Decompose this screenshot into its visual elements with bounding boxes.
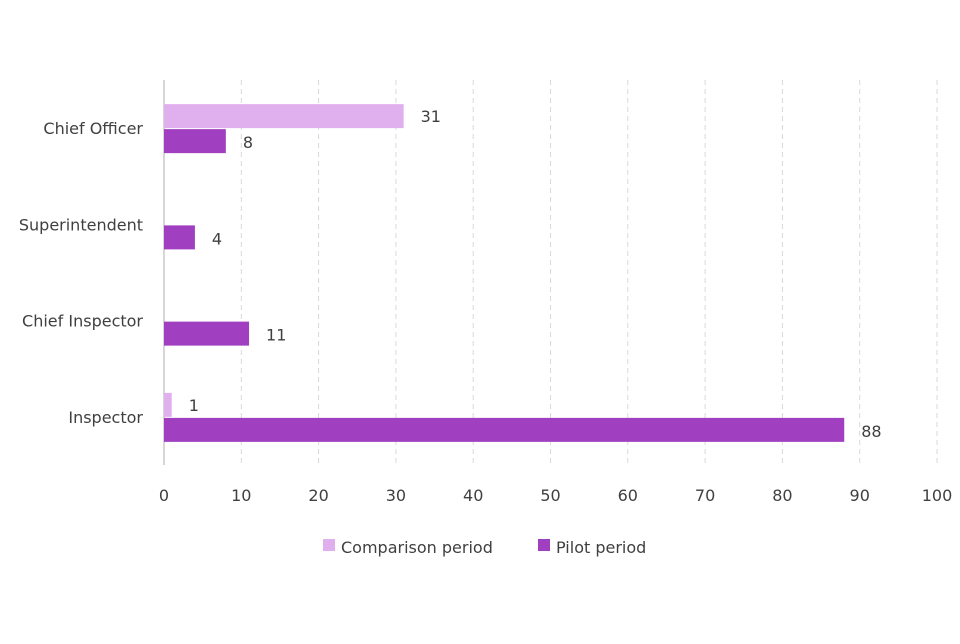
bar [164, 104, 404, 129]
legend-swatch [323, 539, 335, 551]
x-tick-label: 70 [695, 486, 715, 505]
legend-swatch [538, 539, 550, 551]
bar [164, 321, 250, 346]
legend: Comparison period Pilot period [323, 538, 646, 557]
category-label: Chief Inspector [22, 312, 143, 331]
data-label: 1 [189, 396, 199, 415]
x-tick-labels: 0 10 20 30 40 50 60 70 80 90 100 [159, 486, 952, 505]
bar [164, 225, 195, 250]
x-tick-label: 50 [540, 486, 560, 505]
bar [164, 392, 172, 417]
category-label: Chief Officer [43, 119, 143, 138]
x-tick-label: 40 [463, 486, 483, 505]
category-label: Inspector [68, 408, 143, 427]
x-tick-label: 80 [772, 486, 792, 505]
category-labels: Chief Officer Superintendent Chief Inspect… [19, 119, 144, 427]
category-label: Superintendent [19, 215, 143, 234]
x-tick-label: 20 [308, 486, 328, 505]
data-label: 88 [861, 422, 881, 441]
x-tick-label: 100 [922, 486, 953, 505]
x-tick-label: 90 [850, 486, 870, 505]
data-label: 31 [421, 107, 441, 126]
data-label: 11 [266, 326, 286, 345]
gridlines [163, 80, 938, 465]
x-tick-label: 10 [231, 486, 251, 505]
legend-label: Comparison period [341, 538, 493, 557]
data-label: 8 [243, 133, 253, 152]
x-tick-label: 30 [386, 486, 406, 505]
legend-label: Pilot period [556, 538, 646, 557]
bar [164, 129, 226, 154]
x-tick-label: 60 [618, 486, 638, 505]
bar [164, 417, 845, 442]
data-label: 4 [212, 229, 222, 248]
x-tick-label: 0 [159, 486, 169, 505]
